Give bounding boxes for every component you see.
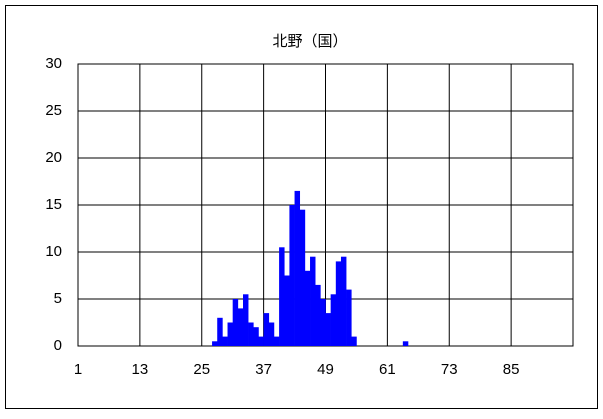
- y-tick-label: 25: [45, 102, 62, 119]
- x-tick-label: 73: [441, 361, 458, 378]
- bar: [248, 322, 254, 346]
- bar: [294, 190, 301, 346]
- x-tick-label: 13: [132, 361, 149, 378]
- bar: [237, 308, 244, 346]
- bar: [320, 299, 326, 346]
- bar: [222, 336, 228, 346]
- bar: [304, 270, 311, 346]
- bar: [258, 336, 264, 346]
- bar: [253, 327, 259, 346]
- bar: [217, 317, 223, 346]
- bar: [289, 205, 295, 346]
- y-tick-label: 30: [45, 55, 62, 72]
- bar: [315, 284, 321, 346]
- bar: [232, 299, 239, 346]
- bar: [284, 275, 290, 346]
- bar: [325, 313, 331, 346]
- y-tick-label: 0: [54, 337, 62, 354]
- bar: [310, 256, 316, 346]
- x-tick-label: 61: [379, 361, 396, 378]
- x-tick-label: 1: [74, 361, 82, 378]
- y-tick-label: 20: [45, 149, 62, 166]
- bar: [330, 294, 337, 346]
- bar: [299, 209, 306, 346]
- bar: [346, 289, 352, 346]
- bar: [263, 313, 270, 346]
- x-tick-label: 85: [503, 361, 520, 378]
- chart-title: 北野（国）: [272, 33, 347, 50]
- bar: [268, 322, 275, 346]
- bar: [212, 341, 218, 346]
- bar: [340, 256, 347, 346]
- x-tick-label: 37: [255, 361, 272, 378]
- bar: [402, 341, 409, 346]
- bar: [351, 336, 357, 346]
- bar: [273, 336, 280, 346]
- x-tick-label: 49: [317, 361, 334, 378]
- x-tick-label: 25: [193, 361, 210, 378]
- y-tick-label: 15: [45, 196, 62, 213]
- bar: [279, 247, 285, 346]
- y-tick-label: 5: [54, 290, 62, 307]
- y-tick-label: 10: [45, 243, 62, 260]
- bar: [243, 294, 249, 346]
- bar: [227, 322, 233, 346]
- bar: [335, 261, 342, 346]
